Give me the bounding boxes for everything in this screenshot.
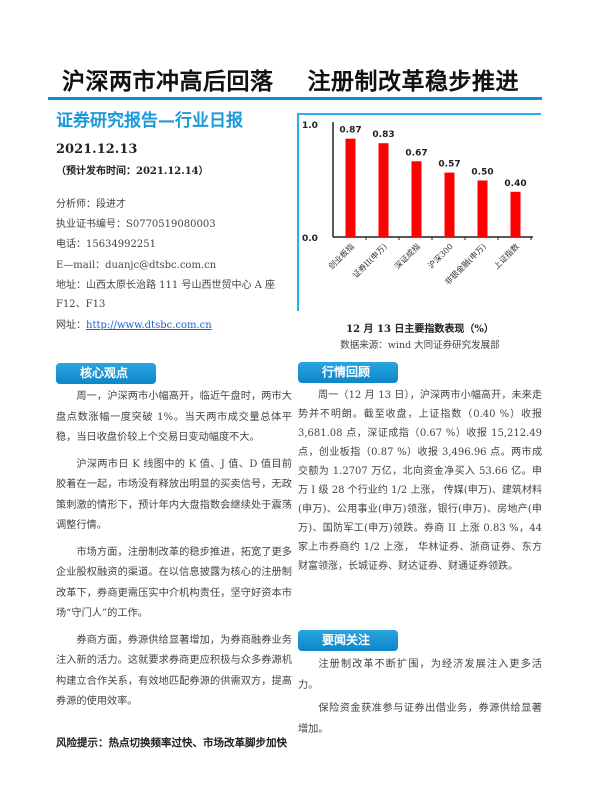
paragraph: 周一（12 月 13 日），沪深两市小幅高开，未来走势并不明朗。截至收盘，上证指… xyxy=(298,390,542,572)
news-body: 注册制改革不断扩围，为经济发展注入更多活力。 保险资金获准参与证券出借业务，券源… xyxy=(298,654,542,746)
chart-frame xyxy=(297,113,541,311)
analyst-name: 分析师：段进才 xyxy=(56,199,126,210)
chart-source: 数据来源：wind 大同证券研究发展部 xyxy=(340,340,500,351)
section-market-review: 行情回顾 xyxy=(298,362,398,383)
section-news: 要闻关注 xyxy=(298,630,398,651)
data-label: 0.50 xyxy=(471,168,493,178)
publish-date: （预计发布时间：2021.12.14） xyxy=(56,166,209,177)
bar xyxy=(444,172,455,237)
website-link[interactable]: http://www.dtsbc.com.cn xyxy=(86,320,212,331)
paragraph: 保险资金获准参与证券出借业务，券源供给显著增加。 xyxy=(298,703,542,735)
report-date: 2021.12.13 xyxy=(56,142,138,157)
core-view-body: 周一，沪深两市小幅高开，临近午盘时，两市大盘点数涨幅一度突破 1%。当天两市成交… xyxy=(56,387,292,719)
market-review-body: 周一（12 月 13 日），沪深两市小幅高开，未来走势并不明朗。截至收盘，上证指… xyxy=(298,386,542,582)
paragraph: 注册制改革不断扩围，为经济发展注入更多活力。 xyxy=(298,659,542,691)
website-row: 网址：http://www.dtsbc.com.cn xyxy=(56,316,212,331)
paragraph: 周一，沪深两市小幅高开，临近午盘时，两市大盘点数涨幅一度突破 1%。当天两市成交… xyxy=(56,391,292,443)
report-type: 证券研究报告—行业日报 xyxy=(56,111,243,131)
bar xyxy=(411,161,422,237)
paragraph: 券商方面，券源供给显著增加，为券商融券业务注入新的活力。这就要求券商更应积极与众… xyxy=(56,634,292,708)
analyst-phone: 电话：15634992251 xyxy=(56,239,156,250)
x-tick-label: 上证指数 xyxy=(491,241,521,271)
chart-title: 12 月 13 日主要指数表现（%） xyxy=(346,324,494,335)
data-label: 0.67 xyxy=(405,148,427,158)
y-tick-label: 0.0 xyxy=(302,234,318,244)
x-tick-label: 证券II(申万) xyxy=(350,241,389,280)
y-tick-label: 1.0 xyxy=(302,121,318,131)
paragraph: 市场方面，注册制改革的稳步推进，拓宽了更多企业股权融资的渠道。在以信息披露为核心… xyxy=(56,546,292,620)
bar xyxy=(477,180,488,237)
data-label: 0.57 xyxy=(438,160,460,170)
section-core-view: 核心观点 xyxy=(56,363,156,384)
data-label: 0.87 xyxy=(339,126,361,136)
x-tick-label: 创业板指 xyxy=(326,241,356,271)
data-label: 0.40 xyxy=(504,179,526,189)
x-tick-label: 深证成指 xyxy=(392,241,422,271)
analyst-address: 地址：山西太原长治路 111 号山西世贸中心 A 座 F12、F13 xyxy=(56,280,276,310)
bar xyxy=(510,191,521,237)
x-tick-label: 沪深300 xyxy=(426,241,455,270)
website-label: 网址： xyxy=(56,320,86,331)
risk-warning: 风险提示：热点切换频率过快、市场改革脚步加快 xyxy=(56,737,287,749)
analyst-email: E—mail：duanjc@dtsbc.com.cn xyxy=(56,260,217,271)
header-divider xyxy=(48,97,542,100)
paragraph: 沪深两市日 K 线图中的 K 值、J 值、D 值目前胶着在一起，市场没有释放出明… xyxy=(56,458,292,532)
bar-chart: 0.0 1.0 0.87 创业板指 0.83 证券II(申万) 0.67 深证成指 0.57 沪深… xyxy=(302,121,533,287)
headline: 沪深两市冲高后回落 注册制改革稳步推进 xyxy=(62,69,520,95)
analyst-license: 执业证书编号：S0770519080003 xyxy=(56,219,216,230)
bar xyxy=(345,138,356,237)
bar xyxy=(378,143,389,237)
data-label: 0.83 xyxy=(372,130,394,140)
